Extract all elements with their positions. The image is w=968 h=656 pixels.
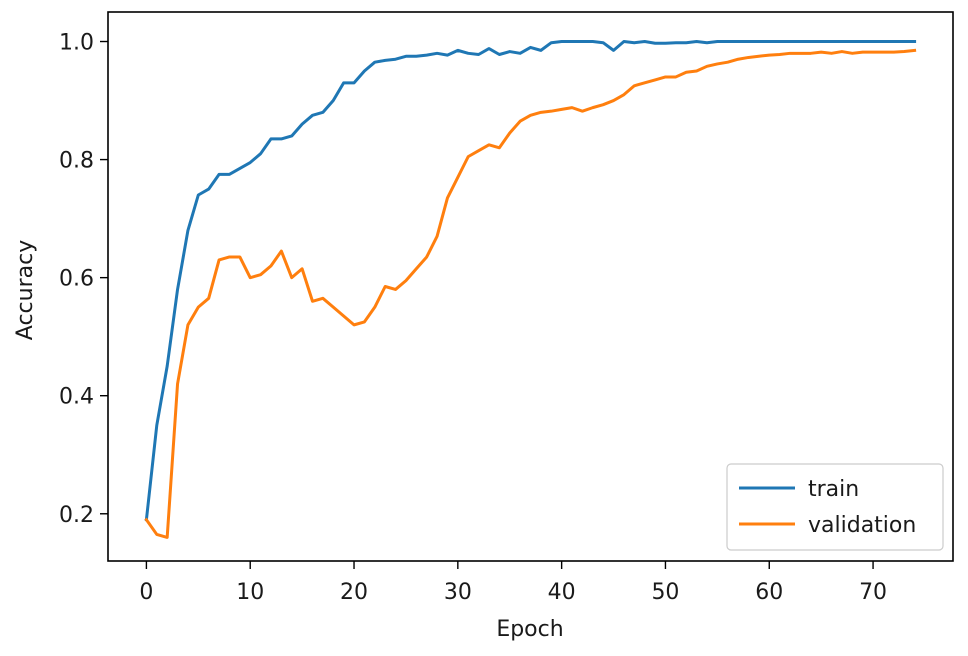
x-tick-label: 10	[236, 580, 264, 605]
legend-box	[726, 463, 944, 551]
y-tick-label: 0.4	[59, 385, 94, 410]
y-tick-label: 0.2	[59, 503, 94, 528]
x-axis-ticks: 0 10 20 30 40 50 60 70	[139, 561, 887, 605]
series-line-train	[144, 40, 917, 522]
y-axis-label: Accuracy	[13, 240, 38, 340]
x-axis-label: Epoch	[496, 617, 563, 642]
x-tick-label: 70	[859, 580, 887, 605]
y-tick-label: 1.0	[59, 31, 94, 56]
x-tick-label: 60	[755, 580, 783, 605]
y-tick-label: 0.6	[59, 267, 94, 292]
y-tick-label: 0.8	[59, 149, 94, 174]
y-axis-ticks: 0.2 0.4 0.6 0.8 1.0	[59, 31, 108, 528]
x-tick-label: 0	[139, 580, 153, 605]
series-line-validation	[144, 48, 917, 539]
legend-label-train: train	[808, 477, 859, 502]
legend: train validation	[726, 463, 944, 551]
series-lines	[144, 40, 917, 539]
x-tick-label: 30	[444, 580, 472, 605]
x-tick-label: 40	[548, 580, 576, 605]
x-tick-label: 50	[651, 580, 679, 605]
plot-area-frame	[107, 11, 954, 562]
x-tick-label: 20	[340, 580, 368, 605]
legend-label-validation: validation	[808, 513, 916, 538]
